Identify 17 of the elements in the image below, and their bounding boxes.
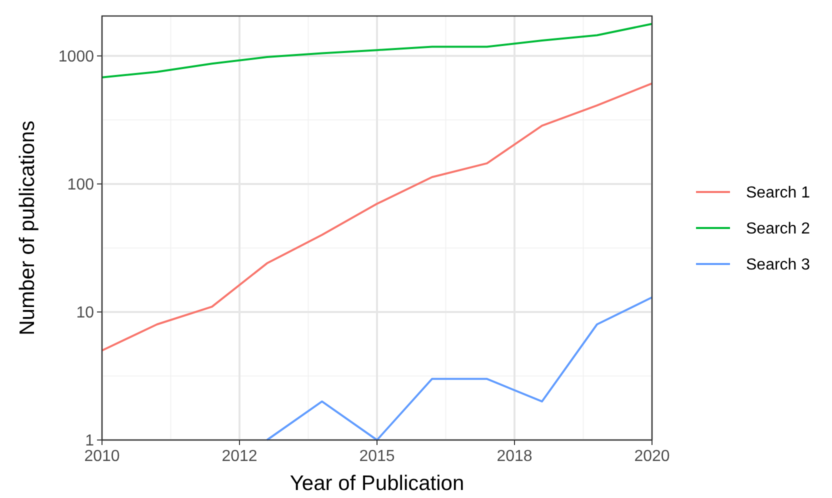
x-tick-label: 2010 [84,448,120,465]
x-tick-label: 2015 [359,448,395,465]
y-tick-label: 100 [67,176,94,194]
line-series [266,296,653,441]
x-axis-title: Year of Publication [290,472,464,495]
x-tick-label: 2018 [496,448,532,465]
y-tick-label: 1000 [58,48,94,66]
x-tick-label: 2020 [634,448,670,465]
legend-label: Search 2 [746,220,810,238]
x-tick-label: 2012 [222,448,258,465]
y-tick-label: 10 [76,304,94,322]
legend-label: Search 1 [746,184,810,202]
line-series [101,22,653,78]
y-axis-title: Number of publications [16,120,39,336]
y-tick-label: 1 [85,432,94,450]
legend-label: Search 3 [746,256,810,274]
line-series [101,82,653,352]
